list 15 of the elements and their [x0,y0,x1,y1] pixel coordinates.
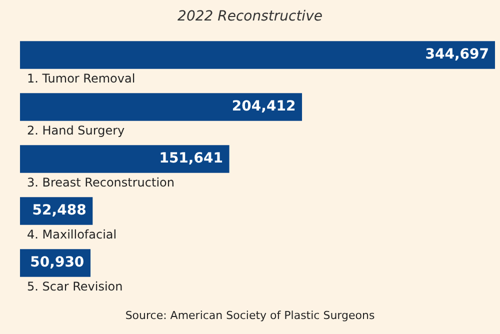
data-label: 151,641 [159,150,223,167]
y-tick-label: 1. Tumor Removal [27,72,136,86]
y-tick-label: 5. Scar Revision [27,280,123,294]
y-tick-label: 3. Breast Reconstruction [27,176,174,190]
y-tick-label: 2. Hand Surgery [27,124,125,138]
data-label: 50,930 [30,254,84,271]
annotation: Source: American Society of Plastic Surgeons [125,308,375,322]
data-label: 344,697 [425,46,489,63]
bar [20,145,230,173]
bar [20,41,495,69]
data-label: 52,488 [32,202,86,219]
bar [20,93,302,121]
data-label: 204,412 [232,98,296,115]
y-tick-label: 4. Maxillofacial [27,228,117,242]
chart-title: 2022 Reconstructive [178,8,322,25]
